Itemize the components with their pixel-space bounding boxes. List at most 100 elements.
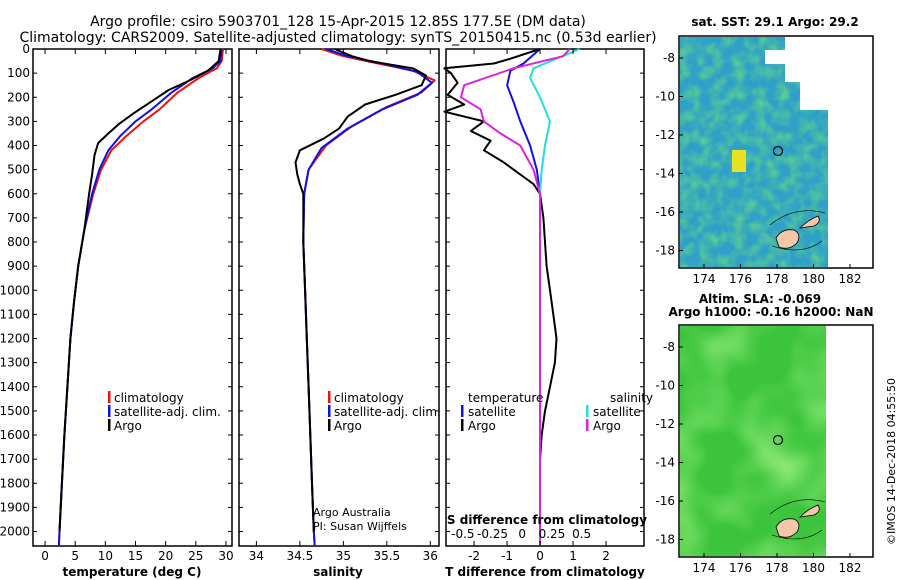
difference-legend: temperature satellite Argo salinity sate… xyxy=(461,391,653,433)
map-lon-tick-label: 182 xyxy=(839,561,862,575)
x-tick-label: 1 xyxy=(569,549,577,563)
legend-swatch-satellite xyxy=(108,405,111,417)
map-lon-tick-label: 182 xyxy=(839,272,862,286)
series-line xyxy=(443,48,558,532)
fiji-island xyxy=(775,215,820,249)
salinity-legend: climatology satellite-adj. clim. Argo xyxy=(328,391,441,433)
sst-map xyxy=(678,35,874,269)
x-tick-label: 34 xyxy=(249,549,264,563)
depth-tick-label: 0 xyxy=(22,42,30,56)
sla-field-texture xyxy=(680,326,826,556)
secondary-x-tick-label: 0 xyxy=(518,527,526,541)
series-line xyxy=(529,48,580,546)
legend-header-salinity: salinity xyxy=(610,391,653,405)
temperature-legend: climatology satellite-adj. clim. Argo xyxy=(108,391,221,433)
depth-tick-label: 900 xyxy=(7,259,30,273)
salinity-panel xyxy=(238,48,440,547)
legend-swatch-climatology xyxy=(328,391,331,403)
map-lon-tick-label: 178 xyxy=(766,272,789,286)
title-line1: Argo profile: csiro 5903701_128 15-Apr-2… xyxy=(90,14,586,30)
depth-tick-label: 1300 xyxy=(0,356,30,370)
x-tick-label: 35 xyxy=(336,549,351,563)
legend-swatch-argo xyxy=(108,419,111,431)
depth-tick-label: 500 xyxy=(7,163,30,177)
depth-tick-label: 1900 xyxy=(0,500,30,514)
x-tick-layer: 0 5 10 15 20 25 30 34 34.5 35 35.5 36 -2 -1 0 1 2 -0.5 -0.… xyxy=(41,49,610,563)
x-tick-label: 0 xyxy=(41,549,49,563)
map-lon-tick-label: 178 xyxy=(766,561,789,575)
map-lon-tick-label: 174 xyxy=(693,561,716,575)
map-lat-tick-label: -14 xyxy=(655,456,675,470)
legend-label-sal-argo: Argo xyxy=(593,419,621,433)
depth-tick-label: 200 xyxy=(7,90,30,104)
x-tick-label: 35.5 xyxy=(373,549,400,563)
series-line xyxy=(506,48,541,546)
series-layer xyxy=(57,48,580,547)
sst-map-title: sat. SST: 29.1 Argo: 29.2 xyxy=(691,15,858,29)
legend-swatch-sal-satellite xyxy=(586,405,589,417)
sst-gap xyxy=(800,80,828,110)
legend-swatch-temp-satellite xyxy=(461,405,464,417)
series-line xyxy=(459,48,571,546)
secondary-x-tick-label: 0.25 xyxy=(539,527,566,541)
depth-tick-label: 1600 xyxy=(0,428,30,442)
depth-tick-label: 800 xyxy=(7,235,30,249)
watermark: ©IMOS 14-Dec-2018 04:55:50 xyxy=(885,378,898,545)
legend-label-satellite: satellite-adj. clim. xyxy=(334,405,441,419)
legend-label-climatology: climatology xyxy=(334,391,404,405)
fiji-contour xyxy=(769,210,826,251)
map-lat-tick-label: -16 xyxy=(655,494,675,508)
x-tick-label: 2 xyxy=(602,549,610,563)
legend-swatch-temp-argo xyxy=(461,419,464,431)
title-line2: Climatology: CARS2009. Satellite-adjuste… xyxy=(19,30,656,46)
sst-gap xyxy=(765,50,785,64)
map-lat-tick-label: -12 xyxy=(655,417,675,431)
legend-label-climatology: climatology xyxy=(114,391,184,405)
difference-xlabel: T difference from climatology xyxy=(445,565,645,579)
series-line xyxy=(302,48,436,547)
x-tick-label: -1 xyxy=(501,549,513,563)
series-line xyxy=(57,48,224,547)
x-tick-label: 0 xyxy=(536,549,544,563)
legend-label-temp-argo: Argo xyxy=(468,419,496,433)
map-lat-tick-label: -18 xyxy=(655,244,675,258)
depth-tick-label: 1500 xyxy=(0,404,30,418)
x-tick-label: 5 xyxy=(71,549,79,563)
x-tick-label: 15 xyxy=(128,549,143,563)
series-line xyxy=(294,48,427,532)
salinity-xlabel: salinity xyxy=(313,565,363,579)
depth-tick-label: 600 xyxy=(7,187,30,201)
depth-tick-label: 1400 xyxy=(0,380,30,394)
series-line xyxy=(58,48,222,532)
legend-swatch-argo xyxy=(328,419,331,431)
depth-tick-label: 700 xyxy=(7,211,30,225)
secondary-x-tick-label: 0.5 xyxy=(572,527,591,541)
sst-gap xyxy=(785,37,828,82)
legend-label-satellite: satellite-adj. clim. xyxy=(114,405,221,419)
sla-map-title-2: Argo h1000: -0.16 h2000: NaN xyxy=(668,305,873,319)
secondary-x-tick-label: -0.5 xyxy=(451,527,474,541)
map-lat-tick-label: -16 xyxy=(655,205,675,219)
depth-tick-label: 100 xyxy=(7,66,30,80)
credit-line2: PI: Susan Wijffels xyxy=(313,520,407,533)
x-tick-label: 34.5 xyxy=(287,549,314,563)
salinity-difference-label: S difference from climatology xyxy=(447,513,647,527)
temperature-panel xyxy=(32,48,233,547)
credit-line1: Argo Australia xyxy=(313,506,391,519)
sla-map-axis: 174 176 178 180 182 -8 -10 -12 -14 -16 -18 xyxy=(655,340,861,575)
map-lat-tick-label: -14 xyxy=(655,167,675,181)
map-lat-tick-label: -10 xyxy=(655,90,675,104)
legend-label-argo: Argo xyxy=(114,419,142,433)
map-lat-tick-label: -8 xyxy=(663,340,675,354)
map-lon-tick-label: 174 xyxy=(693,272,716,286)
x-tick-label: 25 xyxy=(188,549,203,563)
x-tick-label: 36 xyxy=(423,549,438,563)
map-lat-tick-label: -18 xyxy=(655,533,675,547)
depth-tick-label: 1200 xyxy=(0,332,30,346)
sla-map xyxy=(678,324,874,558)
argo-location-marker xyxy=(772,145,784,157)
depth-tick-label: 400 xyxy=(7,139,30,153)
fiji-contour xyxy=(769,499,826,540)
x-tick-label: 10 xyxy=(98,549,113,563)
map-lon-tick-label: 176 xyxy=(729,272,752,286)
